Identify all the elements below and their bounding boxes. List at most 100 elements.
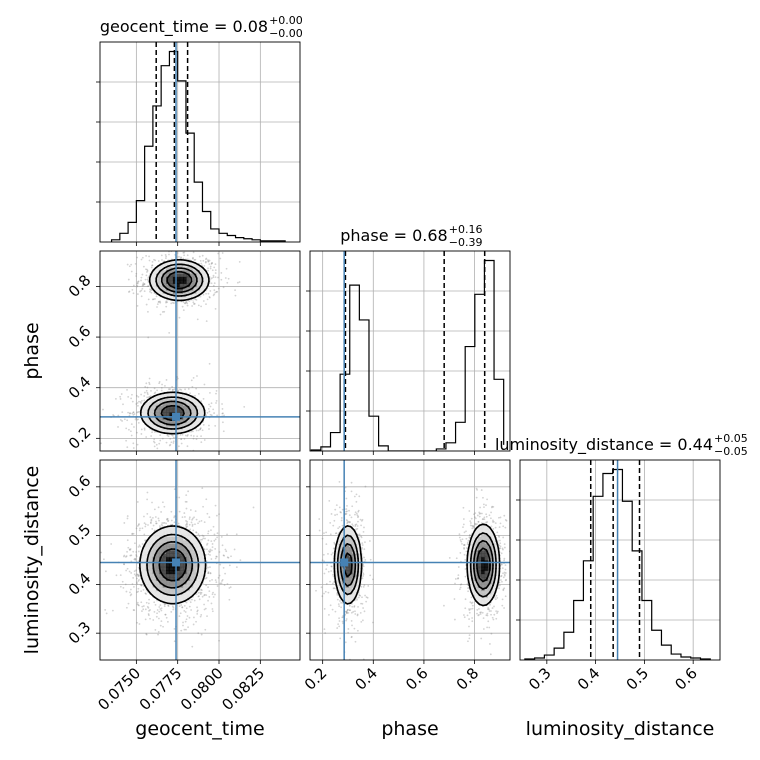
sample-point (206, 548, 208, 551)
density-cell (152, 269, 157, 274)
sample-point (357, 515, 360, 518)
density-cell (159, 398, 164, 403)
sample-point (346, 612, 348, 614)
sample-point (138, 574, 141, 576)
sample-point (146, 285, 149, 288)
sample-point (137, 575, 140, 578)
sample-point (130, 593, 133, 596)
sample-point (332, 587, 335, 590)
title-text: luminosity_distance = 0.44 (495, 435, 713, 455)
sample-point (482, 496, 484, 499)
sample-point (346, 609, 349, 611)
sample-point (462, 544, 465, 546)
density-cell (172, 587, 177, 592)
sample-point (197, 591, 200, 594)
sample-point (159, 439, 162, 442)
sample-point (219, 563, 222, 566)
density-cell (142, 556, 147, 561)
sample-point (173, 488, 176, 490)
sample-point (195, 531, 198, 534)
sample-point (208, 410, 211, 413)
sample-point (146, 513, 149, 515)
sample-point (215, 390, 218, 392)
sample-point (183, 438, 186, 440)
sample-point (209, 572, 212, 574)
sample-point (165, 616, 168, 619)
density-cell (193, 286, 198, 291)
sample-point (132, 532, 135, 535)
sample-point (146, 396, 149, 399)
sample-point (127, 291, 130, 293)
sample-point (223, 414, 225, 417)
density-cell (152, 405, 157, 410)
sample-point (171, 605, 174, 608)
sample-point (129, 554, 132, 557)
density-cell (176, 587, 181, 592)
sample-point (354, 640, 357, 643)
sample-point (158, 382, 161, 385)
sample-point (206, 543, 208, 546)
density-cell (169, 428, 174, 433)
sample-point (350, 516, 353, 519)
sample-point (226, 281, 229, 284)
contour-line (204, 269, 207, 273)
sample-point (171, 434, 174, 437)
sample-point (102, 408, 104, 411)
density-cell (176, 408, 181, 413)
density-cell (152, 539, 157, 544)
sample-point (207, 532, 210, 535)
contour-line (156, 578, 161, 583)
sample-point (132, 442, 135, 445)
sample-point (133, 570, 136, 573)
sample-point (183, 604, 186, 607)
sample-point (146, 605, 149, 608)
sample-point (142, 588, 145, 591)
density-cell (159, 583, 164, 588)
sample-point (214, 579, 217, 581)
sample-point (208, 263, 211, 266)
density-cell (169, 279, 174, 284)
sample-point (369, 558, 372, 561)
density-cell (149, 536, 154, 541)
sample-point (363, 584, 366, 587)
sample-point (120, 393, 123, 395)
sample-point (354, 613, 357, 615)
sample-point (110, 543, 113, 545)
sample-point (476, 523, 478, 525)
density-cell (169, 289, 174, 294)
sample-point (135, 554, 138, 556)
sample-point (226, 533, 228, 536)
sample-point (206, 298, 209, 301)
sample-point (200, 633, 203, 636)
sample-point (139, 400, 142, 403)
contour-line (166, 281, 171, 286)
density-cell (183, 549, 188, 554)
sample-point (200, 589, 203, 591)
sample-point (133, 609, 136, 612)
density-cell (159, 597, 164, 602)
sample-point (211, 261, 213, 264)
density-cell (149, 276, 154, 281)
sample-point (148, 395, 151, 398)
sample-point (168, 331, 171, 334)
sample-point (206, 615, 208, 618)
sample-point (195, 620, 197, 623)
density-cell (179, 259, 184, 264)
sample-point (351, 624, 353, 627)
contour-line (160, 289, 165, 293)
sample-point (155, 522, 158, 525)
sample-point (354, 511, 357, 514)
sample-point (346, 504, 348, 507)
sample-point (194, 258, 197, 261)
sample-point (156, 389, 158, 392)
sample-point (196, 318, 199, 321)
sample-point (338, 620, 341, 622)
sample-point (149, 289, 152, 292)
density-cell (152, 566, 157, 571)
sample-point (355, 523, 358, 526)
sample-point (145, 254, 148, 257)
sample-point (180, 256, 182, 259)
sample-point (496, 612, 498, 614)
sample-point (345, 497, 348, 500)
sample-point (221, 412, 224, 415)
